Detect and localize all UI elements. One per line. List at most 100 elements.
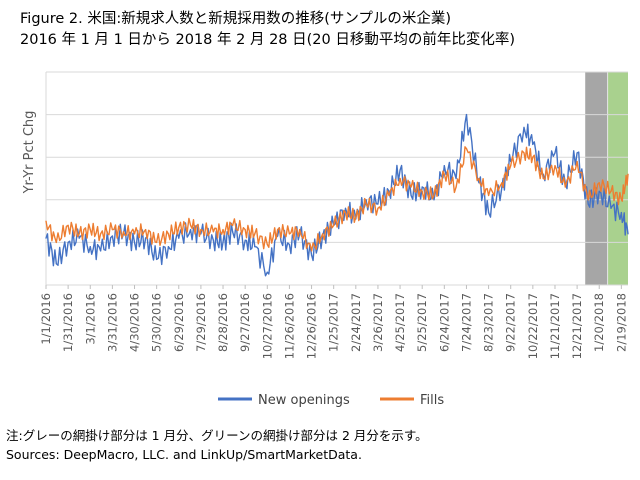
shaded-region-1 (585, 72, 608, 285)
data-point (532, 143, 534, 146)
data-point (587, 199, 589, 201)
data-point (554, 152, 556, 154)
data-point (399, 169, 401, 171)
legend-label-new-openings: New openings (258, 393, 350, 408)
x-tick-label: 4/30/2016 (128, 293, 142, 352)
x-tick-label: 9/22/2017 (504, 293, 518, 352)
x-tick-label: 3/1/2016 (83, 293, 97, 345)
data-point (542, 177, 544, 180)
data-point (254, 246, 256, 248)
data-point (627, 173, 629, 175)
x-tick-label: 1/31/2016 (61, 293, 75, 352)
data-point (598, 190, 600, 192)
data-point (443, 173, 445, 175)
data-point (377, 203, 379, 205)
x-tick-label: 1/25/2017 (327, 293, 341, 352)
data-point (501, 186, 503, 188)
legend-label-fills: Fills (420, 393, 444, 408)
data-point (620, 211, 622, 214)
x-tick-label: 10/27/2016 (260, 293, 274, 359)
x-tick-label: 8/28/2016 (216, 293, 230, 352)
data-point (144, 229, 147, 231)
legend: New openings Fills (218, 393, 444, 408)
x-tick-label: 11/21/2017 (548, 293, 562, 359)
data-point (455, 186, 457, 188)
shaded-region-2 (608, 72, 628, 285)
data-point (55, 263, 57, 265)
data-point (288, 233, 291, 235)
data-point (45, 237, 47, 239)
data-point (78, 237, 80, 239)
data-point (244, 229, 246, 231)
y-axis-label: Yr-Yr Pct Chg (22, 111, 37, 195)
x-tick-label: 12/21/2017 (570, 293, 584, 359)
data-point (377, 207, 379, 209)
data-point (365, 199, 367, 201)
data-point (232, 224, 234, 226)
data-point (67, 224, 69, 226)
data-point (212, 239, 215, 241)
data-point (564, 186, 566, 188)
data-point (277, 229, 279, 231)
data-point (254, 233, 256, 235)
data-point (510, 165, 512, 167)
x-tick-label: 8/23/2017 (482, 293, 496, 352)
data-point (410, 194, 412, 197)
data-point (222, 241, 224, 243)
data-point (421, 190, 423, 192)
data-point (410, 186, 412, 188)
x-tick-label: 5/25/2017 (415, 293, 429, 352)
data-point (167, 246, 170, 248)
line-chart: 1/1/2016 1/31/2016 3/1/2016 3/31/2016 4/30/2… (22, 71, 629, 408)
x-axis-tick-labels: 1/1/2016 1/31/2016 3/1/2016 3/31/2016 4/30/2… (39, 285, 628, 359)
x-tick-label: 5/30/2016 (150, 293, 164, 352)
data-point (89, 229, 91, 231)
data-point (322, 233, 324, 235)
data-point (487, 211, 490, 214)
x-tick-label: 2/19/2018 (614, 293, 628, 352)
data-point (189, 229, 192, 231)
data-point (465, 148, 468, 150)
data-point (310, 250, 313, 252)
data-point (266, 271, 268, 273)
data-point (421, 186, 423, 188)
data-point (67, 241, 69, 243)
data-point (156, 258, 158, 261)
data-point (388, 190, 390, 192)
data-point (133, 233, 136, 235)
data-point (465, 114, 468, 116)
data-point (620, 199, 622, 201)
x-tick-label: 10/22/2017 (526, 293, 540, 359)
data-point (89, 246, 91, 248)
data-point (388, 194, 390, 197)
data-point (443, 165, 445, 167)
series-line-fills (45, 146, 629, 252)
data-point (222, 229, 224, 231)
data-point (212, 231, 215, 233)
data-point (344, 211, 347, 214)
data-point (299, 229, 301, 231)
data-point (122, 231, 125, 233)
data-point (167, 233, 170, 235)
data-point (523, 126, 525, 128)
data-point (266, 243, 268, 246)
data-point (598, 182, 600, 184)
data-point (55, 241, 57, 243)
x-tick-label: 6/24/2017 (437, 293, 451, 352)
data-point (178, 237, 180, 239)
data-point (189, 224, 192, 226)
x-tick-label: 3/26/2017 (371, 293, 385, 352)
x-tick-label: 6/29/2016 (172, 293, 186, 352)
data-point (133, 241, 136, 243)
data-point (156, 241, 158, 243)
data-point (399, 177, 401, 180)
data-point (45, 220, 47, 222)
data-point (144, 237, 147, 239)
data-point (433, 199, 435, 201)
data-point (523, 152, 525, 154)
chart-title: Figure 2. 米国:新規求人数と新規採用数の推移(サンプルの米企業) (20, 11, 452, 27)
data-point (627, 233, 629, 235)
data-point (333, 224, 335, 226)
data-point (99, 233, 102, 235)
x-tick-label: 9/27/2016 (238, 293, 252, 352)
